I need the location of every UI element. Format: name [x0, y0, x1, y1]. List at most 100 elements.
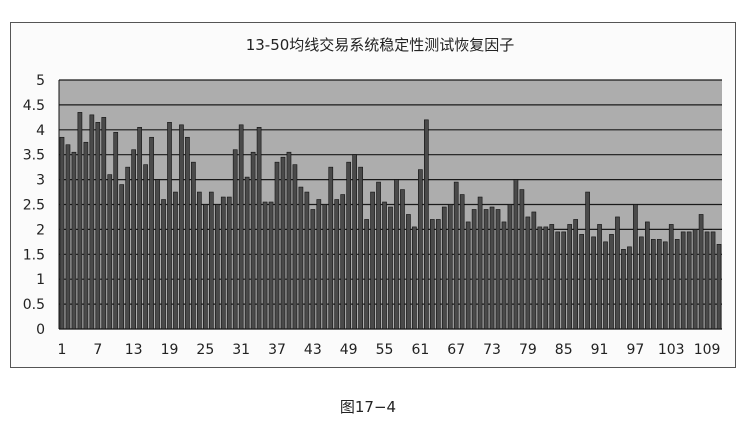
bar	[89, 114, 95, 330]
bar	[340, 194, 346, 330]
bar	[489, 206, 495, 330]
bar	[674, 239, 680, 330]
bar	[400, 189, 405, 330]
bar	[185, 136, 190, 330]
x-tick-label: 1	[58, 342, 67, 358]
bar	[465, 221, 471, 330]
y-tick-label: 0.5	[23, 297, 45, 313]
y-tick-label: 2	[36, 222, 45, 238]
bar	[501, 221, 507, 330]
y-tick-label: 4	[36, 123, 45, 139]
y-tick-label: 2.5	[23, 198, 45, 214]
bar	[125, 166, 131, 330]
bar	[471, 209, 477, 330]
bar	[208, 191, 214, 330]
y-tick-label: 3.5	[23, 148, 45, 164]
bar	[591, 236, 596, 330]
bar	[543, 226, 549, 330]
bar	[220, 196, 226, 330]
bar	[650, 239, 656, 330]
bar	[95, 122, 101, 330]
bar	[292, 164, 298, 330]
bar	[435, 219, 441, 330]
bar	[507, 204, 513, 330]
bar	[549, 224, 555, 330]
bar	[238, 124, 244, 330]
bar	[131, 149, 136, 330]
figure-caption: 图17−4	[339, 398, 397, 416]
x-tick-label: 43	[304, 342, 322, 358]
bar	[137, 127, 142, 330]
bar	[382, 201, 387, 330]
bar	[447, 204, 453, 330]
bar	[286, 151, 292, 330]
bar	[603, 241, 608, 330]
x-axis-ticks: 1 7 13 19 25 31 37 43 49 55 61 67 73 79 85 91 97 103 109	[58, 342, 721, 358]
chart-title: 13-50均线交易系统稳定性测试恢复因子	[246, 36, 515, 54]
bar	[364, 219, 369, 330]
bar	[83, 141, 89, 330]
bar	[710, 231, 716, 330]
y-tick-label: 1.5	[23, 247, 45, 263]
bar	[668, 224, 674, 330]
bar	[585, 191, 590, 330]
bar	[429, 219, 435, 330]
x-tick-label: 37	[268, 342, 286, 358]
bar	[214, 204, 220, 330]
x-tick-label: 19	[161, 342, 179, 358]
bar	[143, 164, 148, 330]
x-tick-label: 97	[626, 342, 644, 358]
bar	[459, 194, 465, 330]
bar	[615, 216, 620, 330]
bar	[645, 221, 650, 330]
bar	[250, 151, 256, 330]
bar	[322, 204, 328, 330]
x-tick-label: 31	[232, 342, 250, 358]
bar	[298, 186, 304, 330]
bar	[531, 211, 537, 330]
bar	[328, 166, 334, 330]
bar	[698, 214, 704, 330]
bar	[627, 246, 632, 330]
bar	[633, 204, 638, 330]
x-tick-label: 73	[483, 342, 501, 358]
bar	[495, 209, 501, 330]
bar	[704, 231, 710, 330]
y-axis-ticks: 0 0.5 1 1.5 2 2.5 3 3.5 4 4.5 5	[23, 73, 45, 338]
bar	[316, 199, 322, 330]
x-tick-label: 103	[658, 342, 685, 358]
bar	[256, 127, 262, 330]
bar	[412, 226, 417, 330]
bar	[358, 166, 363, 330]
bar	[483, 209, 489, 330]
bar	[113, 131, 119, 330]
bar	[59, 136, 65, 330]
x-tick-label: 49	[340, 342, 358, 358]
bar	[197, 191, 202, 330]
bar	[370, 191, 375, 330]
bar	[173, 191, 178, 330]
bar	[597, 224, 602, 330]
y-tick-label: 5	[36, 73, 45, 89]
bar	[453, 181, 459, 330]
bar	[167, 122, 172, 330]
bar	[394, 179, 399, 330]
bar-chart: 13-50均线交易系统稳定性测试恢复因子 0 0.5 1 1.5 2 2.5 3 3.5 4 4.…	[23, 36, 722, 358]
bars	[59, 112, 722, 330]
bar	[686, 231, 692, 330]
bar	[191, 161, 196, 330]
bar	[203, 204, 208, 330]
bar	[65, 144, 71, 330]
x-tick-label: 79	[519, 342, 537, 358]
bar	[179, 124, 184, 330]
bar	[513, 179, 519, 330]
x-tick-label: 7	[93, 342, 102, 358]
bar	[149, 136, 154, 330]
bar	[346, 161, 352, 330]
bar	[406, 214, 411, 330]
x-tick-label: 61	[411, 342, 429, 358]
bar	[418, 169, 423, 330]
bar	[352, 154, 357, 330]
x-tick-label: 25	[196, 342, 214, 358]
bar	[477, 196, 483, 330]
